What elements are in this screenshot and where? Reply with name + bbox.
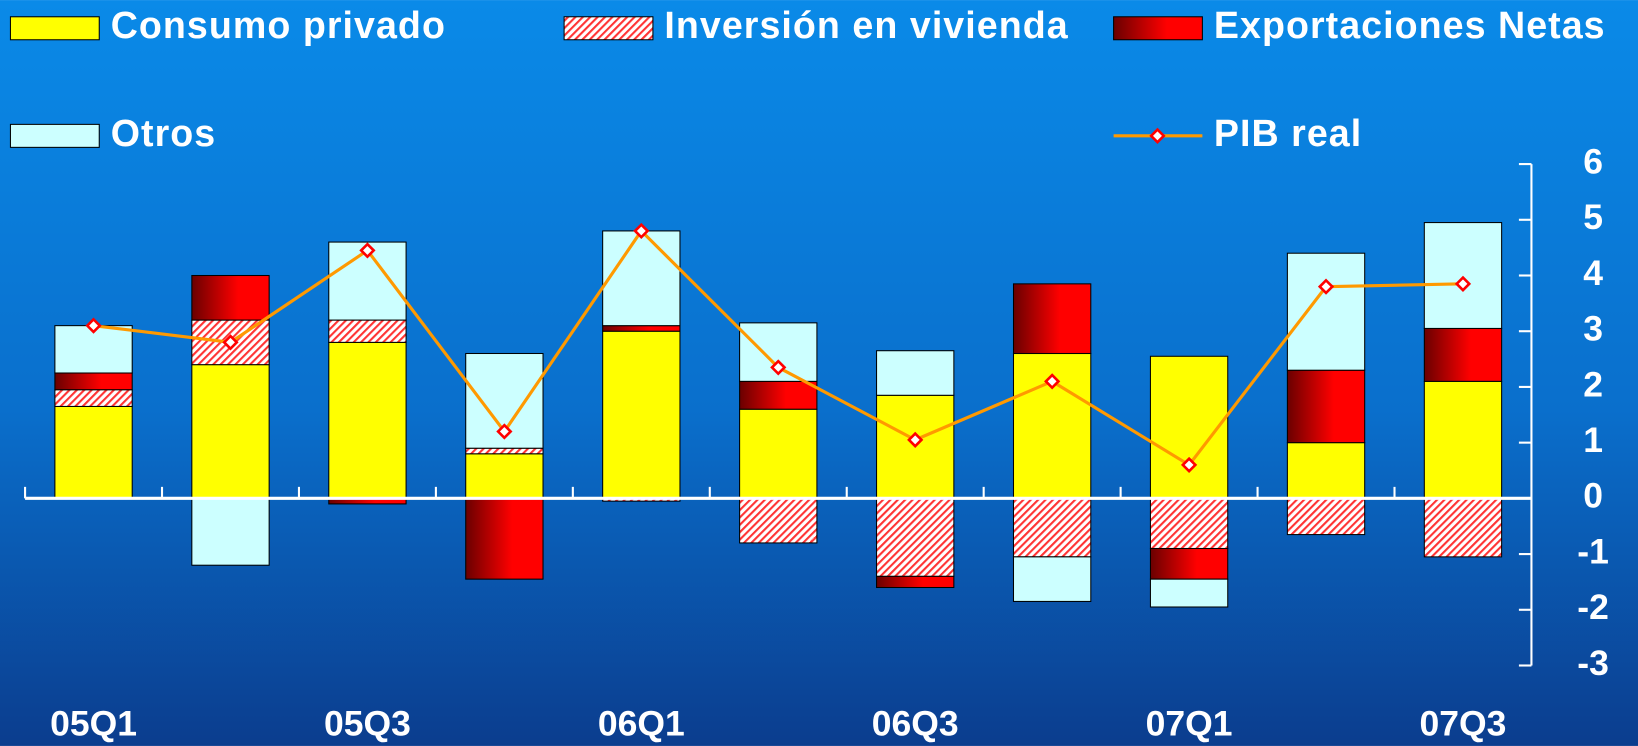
line-marker bbox=[359, 242, 376, 259]
bar bbox=[191, 497, 270, 566]
line-marker bbox=[1044, 373, 1061, 390]
line-marker bbox=[222, 334, 239, 351]
bar bbox=[54, 372, 133, 391]
y-tick-label: 4 bbox=[1583, 253, 1603, 293]
bar bbox=[739, 408, 818, 499]
y-tick-label: -1 bbox=[1577, 531, 1609, 571]
bar bbox=[876, 350, 955, 396]
bar bbox=[1286, 442, 1366, 499]
legend-label: PIB real bbox=[1214, 112, 1362, 154]
bar bbox=[739, 380, 818, 410]
bar bbox=[1149, 547, 1229, 580]
bar bbox=[739, 497, 818, 544]
y-tick-label: -3 bbox=[1577, 643, 1609, 683]
bar bbox=[328, 341, 407, 499]
bar bbox=[465, 497, 544, 580]
x-tick-label: 07Q3 bbox=[1420, 703, 1507, 743]
line-marker bbox=[85, 317, 102, 334]
legend-swatch bbox=[9, 123, 100, 148]
line-marker bbox=[1317, 278, 1335, 295]
bar bbox=[1012, 283, 1092, 355]
bar bbox=[1286, 369, 1366, 444]
line-marker bbox=[1454, 275, 1472, 292]
y-tick-label: 5 bbox=[1583, 197, 1603, 237]
bar bbox=[54, 389, 133, 407]
bar bbox=[1423, 497, 1503, 558]
line-marker bbox=[1180, 456, 1198, 474]
y-tick-label: 1 bbox=[1583, 420, 1603, 460]
bar bbox=[54, 405, 133, 499]
x-tick-label: 05Q1 bbox=[50, 703, 137, 743]
bar bbox=[1423, 222, 1503, 329]
x-tick-label: 06Q1 bbox=[598, 703, 685, 743]
legend-swatch bbox=[9, 16, 100, 41]
y-tick-label: 6 bbox=[1583, 141, 1603, 181]
line-marker bbox=[770, 359, 787, 376]
x-tick-label: 05Q3 bbox=[324, 703, 411, 743]
bar bbox=[1012, 497, 1092, 558]
bar bbox=[1286, 497, 1366, 536]
legend-swatch bbox=[563, 16, 654, 41]
bar bbox=[465, 447, 544, 455]
bar bbox=[1149, 578, 1229, 608]
bar bbox=[1012, 556, 1092, 602]
y-tick-label: 0 bbox=[1583, 476, 1603, 516]
bar bbox=[1149, 497, 1229, 550]
legend-label: Inversión en vivienda bbox=[664, 4, 1068, 46]
bar bbox=[876, 575, 955, 589]
legend-marker bbox=[1149, 127, 1166, 144]
bar bbox=[602, 325, 681, 332]
line-marker bbox=[907, 431, 924, 448]
bar bbox=[876, 497, 955, 577]
y-tick-label: 2 bbox=[1583, 364, 1603, 404]
bar bbox=[1423, 380, 1503, 499]
bar bbox=[191, 364, 270, 499]
line-marker bbox=[496, 423, 513, 440]
bar bbox=[465, 453, 544, 499]
legend-label: Consumo privado bbox=[111, 4, 446, 46]
x-tick-label: 06Q3 bbox=[872, 703, 959, 743]
legend-swatch bbox=[1113, 16, 1203, 41]
bar bbox=[602, 230, 681, 327]
legend-label: Exportaciones Netas bbox=[1214, 4, 1606, 46]
bar bbox=[191, 274, 270, 321]
line-marker bbox=[633, 222, 650, 240]
bar bbox=[1286, 252, 1366, 371]
y-tick-label: 3 bbox=[1583, 309, 1603, 349]
y-tick-label: -2 bbox=[1577, 587, 1609, 627]
x-tick-label: 07Q1 bbox=[1146, 703, 1233, 743]
bar bbox=[328, 319, 407, 343]
legend-label: Otros bbox=[111, 112, 217, 154]
bar bbox=[1423, 327, 1503, 382]
bar bbox=[1149, 355, 1229, 499]
bar bbox=[602, 330, 681, 499]
